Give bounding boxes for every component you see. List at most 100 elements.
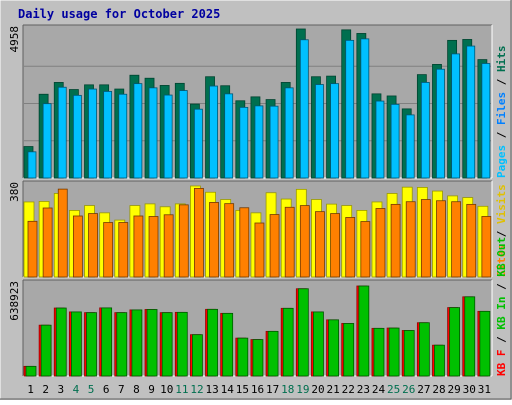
bar-bottom-kb-in-16: [252, 339, 264, 377]
bar-middle-sites-9: [148, 216, 159, 278]
bar-top-pages-28: [436, 68, 445, 179]
x-tick-label-6: 6: [103, 383, 110, 396]
x-tick-label-26: 26: [402, 383, 415, 396]
bar-top-pages-9: [148, 87, 158, 179]
bar-bottom-kb-in-24: [373, 327, 385, 377]
bar-bottom-kb-in-20: [313, 311, 324, 377]
bar-top-pages-19: [299, 39, 309, 179]
bar-top-pages-15: [239, 106, 249, 179]
x-tick-label-13: 13: [205, 383, 218, 396]
bar-middle-sites-23: [360, 221, 371, 278]
bar-bottom-kb-in-6: [101, 307, 113, 377]
x-tick-label-9: 9: [148, 383, 155, 396]
bar-top-pages-22: [345, 39, 355, 179]
legend-top: Pages / Files / Hits: [495, 46, 508, 179]
bar-middle-sites-11: [178, 204, 189, 278]
x-tick-labels: 1 2 3 4 5 6 7 8 9 10 11 12 13 14 15 16 17 18 19 20 21 22 23 24 2…: [27, 383, 491, 396]
x-tick-label-3: 3: [58, 383, 65, 396]
legend-separator: /: [495, 330, 508, 350]
x-tick-label-20: 20: [311, 383, 324, 396]
bar-top-pages-7: [118, 93, 128, 179]
bar-top-pages-31: [481, 63, 491, 179]
legend-item-hits: Hits: [495, 46, 508, 73]
bar-middle-sites-1: [27, 220, 38, 278]
bar-middle-sites-30: [466, 203, 477, 278]
bar-bottom-kb-in-22: [343, 323, 355, 377]
bar-middle-sites-18: [284, 206, 295, 278]
panel-middle: [22, 180, 493, 278]
bar-top-pages-4: [72, 94, 82, 179]
x-tick-label-31: 31: [478, 383, 491, 396]
chart-title: Daily usage for October 2025: [18, 7, 220, 21]
panel-top: [22, 24, 493, 179]
bar-middle-sites-3: [57, 188, 68, 278]
bar-top-pages-8: [133, 83, 143, 179]
x-tick-label-23: 23: [357, 383, 370, 396]
bar-middle-sites-25: [390, 203, 401, 278]
bar-top-pages-24: [375, 100, 385, 179]
bar-top-pages-12: [194, 108, 203, 179]
bar-top-pages-16: [254, 105, 264, 179]
bar-middle-sites-5: [88, 213, 98, 278]
bar-bottom-kb-in-15: [237, 337, 249, 377]
legend-separator: /: [495, 125, 508, 145]
bar-bottom-kb-in-27: [418, 322, 430, 377]
bar-bottom-kb-in-25: [388, 327, 400, 377]
legend-separator: /: [495, 72, 508, 92]
bar-top-pages-29: [451, 53, 461, 179]
x-tick-label-1: 1: [27, 383, 34, 396]
bar-middle-sites-15: [239, 207, 250, 278]
y-max-labels: 4958 380 638923: [8, 26, 21, 321]
bar-bottom-kb-in-14: [222, 312, 234, 377]
bar-middle-sites-6: [103, 222, 114, 278]
bar-top-pages-18: [284, 87, 294, 179]
bar-bottom-kb-in-5: [86, 312, 97, 377]
bar-middle-sites-19: [299, 205, 310, 278]
legend-item-files: Files: [495, 92, 508, 125]
bar-bottom-kb-in-9: [146, 309, 158, 377]
bar-bottom-kb-in-29: [449, 307, 461, 377]
bar-top-pages-5: [88, 88, 97, 179]
bar-top-pages-11: [178, 90, 188, 179]
bar-bottom-kb-in-7: [116, 312, 128, 377]
x-tick-label-15: 15: [236, 383, 249, 396]
bar-bottom-kb-in-26: [403, 330, 415, 377]
bar-top-pages-23: [360, 38, 370, 179]
bar-bottom-kb-in-13: [207, 308, 218, 377]
bar-bottom-kb-in-18: [282, 307, 294, 377]
legend-item-pages: Pages: [495, 145, 508, 178]
x-tick-label-27: 27: [417, 383, 430, 396]
x-tick-label-25: 25: [387, 383, 400, 396]
legend-item-kb-out: KB Out: [495, 237, 508, 277]
bar-bottom-kb-in-31: [479, 310, 491, 377]
right-legends: Pages / Files / Hits Sites / Visits KB F /…: [495, 46, 508, 377]
bar-middle-sites-13: [209, 202, 219, 278]
x-tick-label-30: 30: [463, 383, 476, 396]
bar-top-pages-30: [466, 45, 476, 179]
bar-bottom-kb-in-28: [434, 344, 445, 377]
bar-bottom-kb-in-19: [297, 288, 309, 377]
bar-middle-sites-10: [163, 214, 174, 278]
x-tick-label-24: 24: [372, 383, 386, 396]
bar-bottom-kb-in-1: [25, 365, 37, 377]
bar-bottom-kb-in-2: [40, 324, 52, 377]
bar-middle-sites-20: [315, 211, 325, 278]
x-tick-label-19: 19: [296, 383, 309, 396]
bar-middle-sites-7: [118, 222, 129, 278]
bar-top-pages-17: [269, 105, 279, 179]
chart-panels: [22, 24, 493, 377]
bar-top-pages-21: [330, 83, 339, 179]
legend-item-visits: Visits: [495, 184, 508, 224]
legend-middle: Sites / Visits: [495, 184, 508, 277]
bar-bottom-kb-in-30: [464, 296, 476, 377]
bar-bottom-kb-in-17: [267, 330, 279, 377]
bar-middle-sites-22: [345, 217, 356, 278]
legend-item-kb-f: KB F: [495, 350, 508, 377]
bar-bottom-kb-in-8: [131, 309, 143, 377]
bar-bottom-kb-in-4: [70, 311, 82, 377]
bar-top-pages-3: [57, 86, 67, 179]
x-tick-label-29: 29: [448, 383, 461, 396]
y-max-label-top: 4958: [8, 26, 21, 53]
bar-middle-sites-8: [133, 215, 144, 278]
